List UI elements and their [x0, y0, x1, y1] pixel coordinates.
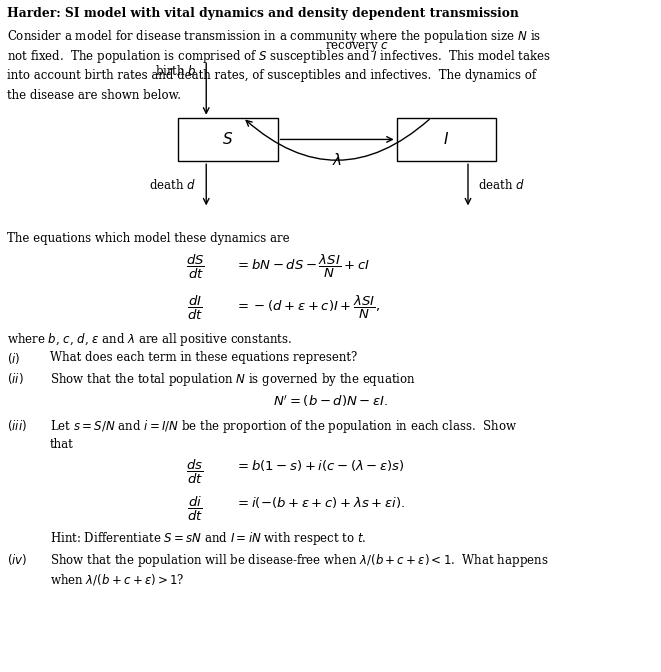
Text: Let $s = S/N$ and $i = I/N$ be the proportion of the population in each class.  : Let $s = S/N$ and $i = I/N$ be the propo…	[50, 418, 517, 435]
Text: $\lambda$: $\lambda$	[332, 152, 342, 167]
Text: Hint: Differentiate $S = sN$ and $I = iN$ with respect to $t$.: Hint: Differentiate $S = sN$ and $I = iN…	[50, 530, 366, 547]
Text: recovery $c$: recovery $c$	[325, 40, 389, 54]
Text: $N^{\prime} = (b - d)N - \epsilon I.$: $N^{\prime} = (b - d)N - \epsilon I.$	[273, 394, 388, 409]
Text: Show that the total population $N$ is governed by the equation: Show that the total population $N$ is go…	[50, 371, 415, 388]
Text: into account birth rates and death rates, of susceptibles and infectives.  The d: into account birth rates and death rates…	[7, 69, 535, 81]
Text: $= -(d + \epsilon + c)I + \dfrac{\lambda SI}{N},$: $= -(d + \epsilon + c)I + \dfrac{\lambda…	[235, 294, 380, 321]
Text: What does each term in these equations represent?: What does each term in these equations r…	[50, 351, 357, 364]
Text: not fixed.  The population is comprised of $S$ susceptibles and $I$ infectives. : not fixed. The population is comprised o…	[7, 48, 551, 65]
Text: $= b(1 - s) + i(c - (\lambda - \epsilon)s)$: $= b(1 - s) + i(c - (\lambda - \epsilon)…	[235, 458, 405, 473]
Bar	[178, 118, 278, 161]
Text: where $b$, $c$, $d$, $\epsilon$ and $\lambda$ are all positive constants.: where $b$, $c$, $d$, $\epsilon$ and $\la…	[7, 331, 292, 347]
Text: $\dfrac{ds}{dt}$: $\dfrac{ds}{dt}$	[186, 458, 204, 487]
Text: Show that the population will be disease-free when $\lambda/(b+c+\epsilon) < 1$.: Show that the population will be disease…	[50, 552, 548, 569]
Text: $= i(-(b + \epsilon + c) + \lambda s + \epsilon i).$: $= i(-(b + \epsilon + c) + \lambda s + \…	[235, 495, 405, 510]
Text: $\dfrac{dI}{dt}$: $\dfrac{dI}{dt}$	[187, 294, 203, 322]
Text: that: that	[50, 438, 73, 451]
Text: the disease are shown below.: the disease are shown below.	[7, 89, 180, 101]
Text: $(ii)$: $(ii)$	[7, 371, 23, 386]
Text: The equations which model these dynamics are: The equations which model these dynamics…	[7, 232, 290, 245]
Text: death $d$: death $d$	[149, 178, 196, 192]
Text: $(iii)$: $(iii)$	[7, 418, 26, 433]
Text: $(i)$: $(i)$	[7, 351, 20, 366]
Text: $\dfrac{di}{dt}$: $\dfrac{di}{dt}$	[187, 495, 203, 523]
Text: birth $b$: birth $b$	[155, 64, 196, 78]
Text: Harder: SI model with vital dynamics and density dependent transmission: Harder: SI model with vital dynamics and…	[7, 7, 518, 19]
Text: $S$: $S$	[223, 132, 233, 147]
Text: death $d$: death $d$	[478, 178, 525, 192]
Text: when $\lambda/(b + c + \epsilon) > 1$?: when $\lambda/(b + c + \epsilon) > 1$?	[50, 572, 184, 587]
Text: $\dfrac{dS}{dt}$: $\dfrac{dS}{dt}$	[186, 253, 204, 282]
Text: Consider a model for disease transmission in a community where the population si: Consider a model for disease transmissio…	[7, 28, 541, 45]
Bar	[397, 118, 496, 161]
Text: $(iv)$: $(iv)$	[7, 552, 27, 566]
Text: $= bN - dS - \dfrac{\lambda SI}{N} + cI$: $= bN - dS - \dfrac{\lambda SI}{N} + cI$	[235, 253, 369, 280]
Text: $I$: $I$	[443, 132, 449, 147]
